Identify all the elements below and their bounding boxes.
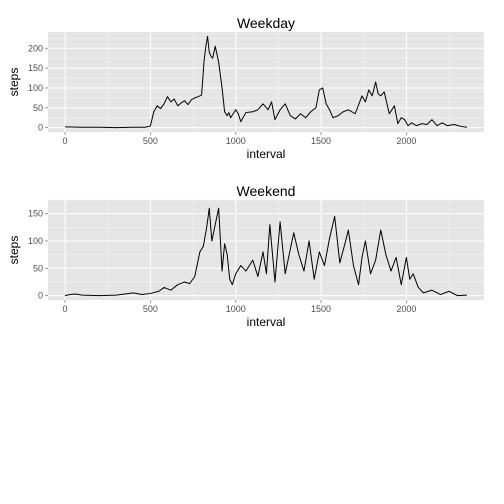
weekday-steps-line (65, 35, 468, 129)
weekend-x-tick-label: 1500 (311, 304, 331, 314)
weekend-y-tick-label: 0 (38, 291, 43, 301)
weekend-x-tick-label: 1000 (226, 304, 246, 314)
weekday-x-tick-label: 2000 (396, 136, 416, 146)
weekday-title: Weekday (237, 15, 295, 31)
weekend-title: Weekend (237, 183, 296, 199)
weekend-steps-line (64, 207, 467, 297)
weekend-x-tick-label: 2000 (396, 304, 416, 314)
weekday-ticks: 0 500 1000 1500 2000 0 50 100 150 200 (28, 43, 416, 146)
weekday-x-tick-label: 500 (143, 136, 158, 146)
weekday-y-tick-label: 100 (28, 83, 43, 93)
weekend-x-tick-label: 500 (143, 304, 158, 314)
weekday-y-tick-label: 50 (33, 103, 43, 113)
weekend-panel: 0 500 1000 1500 2000 0 50 100 150 Weekend interv… (7, 183, 484, 329)
weekend-x-tick-label: 0 (63, 304, 68, 314)
weekend-x-axis-label: interval (247, 315, 286, 329)
weekday-panel-background (48, 32, 484, 132)
weekday-y-axis-label: steps (7, 68, 21, 97)
weekend-panel-background (48, 200, 484, 300)
weekend-y-tick-label: 100 (28, 236, 43, 246)
weekend-y-axis-label: steps (7, 236, 21, 265)
weekend-ticks: 0 500 1000 1500 2000 0 50 100 150 (28, 209, 416, 314)
weekday-y-tick-label: 150 (28, 63, 43, 73)
weekend-y-tick-label: 50 (33, 263, 43, 273)
weekday-panel: 0 500 1000 1500 2000 0 50 100 150 200 Weekday int… (7, 15, 484, 161)
weekday-x-axis-label: interval (247, 147, 286, 161)
weekday-y-tick-label: 0 (38, 123, 43, 133)
weekday-x-tick-label: 0 (63, 136, 68, 146)
weekday-y-tick-label: 200 (28, 43, 43, 53)
weekday-x-tick-label: 1500 (311, 136, 331, 146)
weekend-y-tick-label: 150 (28, 209, 43, 219)
weekday-x-tick-label: 1000 (226, 136, 246, 146)
